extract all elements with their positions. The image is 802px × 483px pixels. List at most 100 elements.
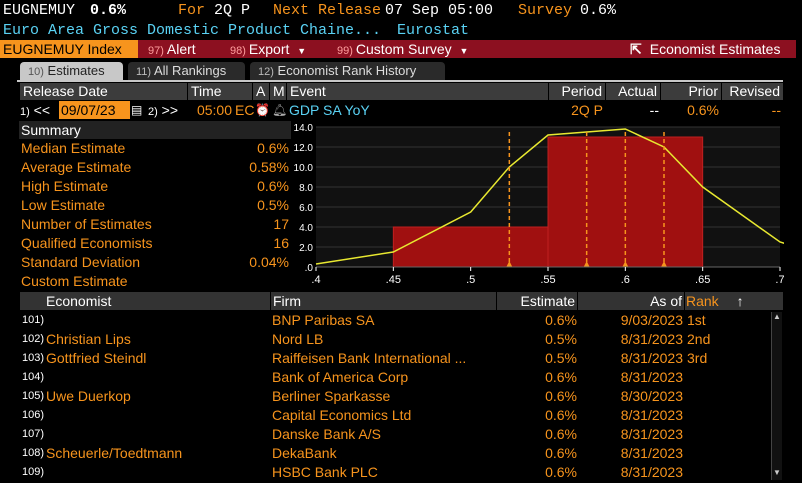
col-time[interactable]: Time <box>188 83 252 100</box>
as-of-date: 8/31/2023 <box>620 464 683 480</box>
next-num: 2) <box>148 106 158 118</box>
region-code: EC <box>235 101 255 119</box>
table-row[interactable]: 107) Danske Bank A/S 0.6% 8/31/2023 <box>20 425 770 444</box>
col-m[interactable]: M <box>270 83 286 100</box>
summary-row: Low Estimate 0.5% <box>19 196 291 215</box>
chart-ytick-label: 12.0 <box>294 143 314 154</box>
col-estimate[interactable]: Estimate <box>497 292 577 310</box>
summary-value: 0.04% <box>249 254 289 270</box>
chart-marker-triangle <box>661 261 667 267</box>
summary-value: 0.58% <box>249 159 289 175</box>
table-row[interactable]: 104) Bank of America Corp 0.6% 8/31/2023 <box>20 368 770 387</box>
tab-estimates-label: Estimates <box>47 63 105 78</box>
summary-row: High Estimate 0.6% <box>19 177 291 196</box>
summary-row: Number of Estimates 17 <box>19 215 291 234</box>
external-link-icon: ⇱ <box>630 41 642 57</box>
col-actual[interactable]: Actual <box>606 83 660 100</box>
as-of-date: 8/31/2023 <box>620 426 683 442</box>
alert-num: 97) <box>148 45 164 57</box>
security-description: Euro Area Gross Domestic Product Chaine.… <box>3 22 382 39</box>
export-button[interactable]: 98) Export ▼ <box>230 40 306 58</box>
custom-survey-button[interactable]: 99) Custom Survey ▼ <box>337 40 468 58</box>
event-period: 2Q P <box>549 101 603 119</box>
ticker-symbol: EUGNEMUY <box>3 2 76 19</box>
tab-estimates-num: 10) <box>28 66 44 78</box>
firm-name: DekaBank <box>272 445 337 461</box>
survey-value: 0.6% <box>580 2 617 19</box>
estimate-distribution-chart: .0 2.0 4.0 6.0 8.0 10.0 12.0 14.0 .4 .45 .5 .55 .6 .6… <box>294 123 784 286</box>
summary-label: Standard Deviation <box>21 254 141 270</box>
scroll-up-icon[interactable]: ▲ <box>773 312 781 321</box>
header-line-1: EUGNEMUY 0.6% For 2Q P Next Release 07 S… <box>0 0 802 22</box>
summary-row: Average Estimate 0.58% <box>19 158 291 177</box>
tab-divider <box>17 80 783 82</box>
alert-label: Alert <box>166 41 196 57</box>
summary-label: Average Estimate <box>21 159 132 175</box>
bell-icon[interactable]: 🔔︎ <box>272 101 288 119</box>
firm-name: Raiffeisen Bank International ... <box>272 350 467 366</box>
table-row[interactable]: 108) Scheuerle/Toedtmann DekaBank 0.6% 8/31/… <box>20 444 770 463</box>
col-firm[interactable]: Firm <box>271 292 496 310</box>
prev-button[interactable]: 1) << <box>20 101 59 119</box>
scrollbar[interactable]: ▲ ▼ <box>771 312 782 480</box>
table-row[interactable]: 103) Gottfried Steindl Raiffeisen Bank Int… <box>20 349 770 368</box>
export-num: 98) <box>230 45 246 57</box>
chart-xtick-label: .5 <box>466 274 475 286</box>
summary-label: Qualified Economists <box>21 235 153 251</box>
chart-xtick-label: .65 <box>695 274 710 286</box>
release-date-input[interactable]: 09/07/23 <box>59 101 130 119</box>
dropdown-arrow-icon: ▼ <box>459 46 469 56</box>
chart-ytick-label: 4.0 <box>299 223 313 234</box>
ticker-index-box[interactable]: EUGNEMUY Index <box>0 40 138 58</box>
table-row[interactable]: 109) HSBC Bank PLC 0.6% 8/31/2023 <box>20 463 770 482</box>
col-as-of[interactable]: As of <box>578 292 684 310</box>
col-event[interactable]: Event <box>287 83 548 100</box>
col-revised[interactable]: Revised <box>722 83 783 100</box>
summary-row: Custom Estimate <box>19 272 291 291</box>
period-value: 2Q P <box>214 2 251 19</box>
row-number: 106) <box>22 409 45 421</box>
table-row[interactable]: 102) Christian Lips Nord LB 0.5% 8/31/2023 2n… <box>20 330 770 349</box>
summary-value: 0.5% <box>257 197 289 213</box>
table-row[interactable]: 101) BNP Paribas SA 0.6% 9/03/2023 1st <box>20 311 770 330</box>
table-row[interactable]: 106) Capital Economics Ltd 0.6% 8/31/2023 <box>20 406 770 425</box>
tab-estimates[interactable]: 10) Estimates <box>20 62 123 80</box>
col-economist[interactable]: Economist <box>20 292 270 310</box>
summary-row: Qualified Economists 16 <box>19 234 291 253</box>
tab-all-rankings[interactable]: 11) All Rankings <box>128 62 245 80</box>
next-label: >> <box>161 102 179 118</box>
scroll-down-icon[interactable]: ▼ <box>773 468 781 477</box>
alert-button[interactable]: 97) Alert <box>148 40 196 58</box>
tab-rank-history[interactable]: 12) Economist Rank History <box>250 62 445 80</box>
as-of-date: 8/31/2023 <box>620 407 683 423</box>
prev-label: << <box>33 102 51 118</box>
summary-label: Number of Estimates <box>21 216 152 232</box>
chart-ytick-label: 10.0 <box>294 163 314 174</box>
col-prior[interactable]: Prior <box>661 83 721 100</box>
next-button[interactable]: 2) >> <box>148 101 188 119</box>
rank-value: 2nd <box>687 331 711 347</box>
col-release-date[interactable]: Release Date <box>20 83 187 100</box>
calendar-icon[interactable]: ▤ <box>131 101 145 119</box>
economist-estimates-button[interactable]: ⇱ Economist Estimates <box>630 40 780 58</box>
economist-name: Scheuerle/Toedtmann <box>46 445 183 461</box>
toolbar: EUGNEMUY Index 97) Alert 98) Export ▼ 99) C… <box>0 40 796 58</box>
event-name[interactable]: GDP SA YoY <box>289 101 548 119</box>
chart-ytick-label: .0 <box>305 263 314 274</box>
summary-value: 0.6% <box>257 178 289 194</box>
estimate-value: 0.6% <box>545 426 577 442</box>
firm-name: BNP Paribas SA <box>272 312 375 328</box>
chart-xtick-label: .55 <box>540 274 555 286</box>
row-number: 108) <box>22 447 45 459</box>
custom-survey-label: Custom Survey <box>355 41 452 57</box>
estimate-value: 0.6% <box>545 464 577 480</box>
summary-value: 16 <box>273 235 289 251</box>
alarm-icon[interactable]: ⏰ <box>255 101 270 119</box>
chart-bar <box>392 226 549 268</box>
export-label: Export <box>248 41 290 57</box>
col-rank[interactable]: Rank ↑ <box>685 292 783 310</box>
col-a[interactable]: A <box>253 83 269 100</box>
table-row[interactable]: 105) Uwe Duerkop Berliner Sparkasse 0.6% 8/3… <box>20 387 770 406</box>
economist-name: Uwe Duerkop <box>46 388 131 404</box>
col-period[interactable]: Period <box>549 83 605 100</box>
